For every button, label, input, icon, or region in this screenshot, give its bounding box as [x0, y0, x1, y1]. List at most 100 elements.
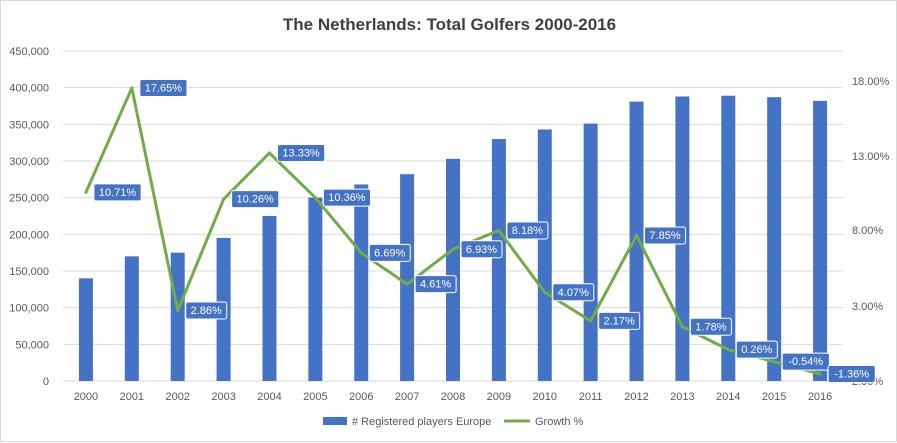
data-label: 10.71% — [99, 187, 137, 199]
data-label: 2.86% — [191, 305, 222, 317]
y-right-tick-label: 8.00% — [852, 225, 883, 237]
x-tick-label: 2014 — [716, 391, 740, 403]
data-label-box — [506, 221, 549, 240]
x-tick-label: 2008 — [441, 391, 465, 403]
data-label-box — [644, 226, 687, 245]
data-label: 4.61% — [420, 279, 451, 291]
data-label-box — [689, 317, 732, 336]
growth-point — [818, 372, 822, 376]
data-label-box — [276, 143, 326, 162]
data-label: 7.85% — [649, 230, 680, 242]
data-label-box — [552, 283, 595, 302]
x-tick-label: 2004 — [257, 391, 281, 403]
growth-point — [589, 319, 593, 323]
bar — [354, 184, 369, 381]
growth-point — [726, 348, 730, 352]
data-label-box — [139, 79, 188, 97]
bar — [78, 278, 93, 381]
data-label: 8.18% — [512, 225, 543, 237]
x-tick-label: 2007 — [395, 391, 419, 403]
data-label-box — [827, 365, 876, 383]
x-tick-label: 2000 — [74, 391, 98, 403]
y-left-tick-label: 250,000 — [9, 193, 49, 205]
data-label: -1.36% — [834, 369, 869, 381]
data-label: -0.54% — [788, 356, 823, 368]
bar — [400, 174, 415, 381]
data-label: 17.65% — [145, 83, 183, 95]
x-tick-label: 2011 — [579, 391, 603, 403]
x-tick-label: 2002 — [165, 391, 189, 403]
data-label-box — [414, 275, 457, 294]
x-tick-label: 2010 — [533, 391, 557, 403]
data-label-box — [185, 301, 228, 320]
bar — [170, 252, 185, 381]
data-label-box — [322, 188, 372, 207]
data-label: 4.07% — [558, 287, 589, 299]
bar — [767, 97, 782, 381]
data-label-box — [231, 190, 280, 209]
growth-point — [680, 325, 684, 329]
y-left-tick-label: 0 — [43, 376, 49, 388]
legend-label-bars: # Registered players Europe — [352, 416, 491, 428]
y-left-tick-label: 350,000 — [9, 119, 49, 131]
x-tick-label: 2015 — [762, 391, 786, 403]
data-label-box — [368, 243, 411, 262]
bar — [124, 256, 139, 381]
growth-point — [772, 360, 776, 364]
legend-swatch-bars — [323, 417, 347, 425]
data-label: 13.33% — [282, 147, 320, 159]
growth-point — [267, 151, 271, 155]
data-label: 2.17% — [604, 315, 635, 327]
data-label: 1.78% — [695, 321, 726, 333]
bar — [308, 197, 323, 381]
bar — [262, 216, 277, 381]
growth-point — [405, 282, 409, 286]
growth-point — [222, 197, 226, 201]
growth-point — [84, 190, 88, 194]
data-label: 6.69% — [374, 247, 405, 259]
x-tick-label: 2001 — [120, 391, 144, 403]
bar — [537, 129, 552, 381]
bar — [813, 100, 828, 381]
data-label-box — [598, 311, 641, 330]
y-right-tick-label: 18.00% — [852, 76, 890, 88]
y-left-tick-label: 200,000 — [9, 229, 49, 241]
data-label: 6.93% — [466, 244, 497, 256]
data-label: 10.26% — [237, 194, 275, 206]
y-left-tick-label: 400,000 — [9, 83, 49, 95]
bar — [491, 139, 506, 381]
data-label-box — [781, 352, 830, 371]
growth-point — [451, 247, 455, 251]
chart-title: The Netherlands: Total Golfers 2000-2016 — [282, 15, 617, 34]
y-left-tick-label: 450,000 — [9, 46, 49, 58]
bar — [583, 123, 598, 381]
legend-label-line: Growth % — [535, 416, 584, 428]
growth-point — [130, 86, 134, 90]
x-tick-label: 2005 — [303, 391, 327, 403]
growth-point — [635, 233, 639, 237]
x-tick-label: 2016 — [808, 391, 832, 403]
y-left-tick-label: 50,000 — [15, 339, 49, 351]
bar — [446, 158, 460, 381]
y-right-tick-label: 3.00% — [852, 301, 883, 313]
growth-point — [313, 196, 317, 200]
x-tick-label: 2012 — [624, 391, 648, 403]
y-left-tick-label: 150,000 — [9, 266, 49, 278]
bar — [629, 101, 644, 381]
bar — [721, 95, 736, 381]
growth-point — [543, 290, 547, 294]
x-tick-label: 2009 — [487, 391, 511, 403]
y-right-tick-label: 13.00% — [852, 151, 890, 163]
data-label: 0.26% — [741, 344, 772, 356]
growth-point — [359, 251, 363, 255]
growth-point — [497, 228, 501, 232]
y-left-tick-label: 100,000 — [9, 303, 49, 315]
x-tick-label: 2006 — [349, 391, 373, 403]
growth-point — [176, 309, 180, 313]
x-tick-label: 2003 — [211, 391, 235, 403]
data-label-box — [460, 240, 503, 259]
data-label-box — [735, 340, 778, 359]
data-label: 10.36% — [328, 192, 366, 204]
